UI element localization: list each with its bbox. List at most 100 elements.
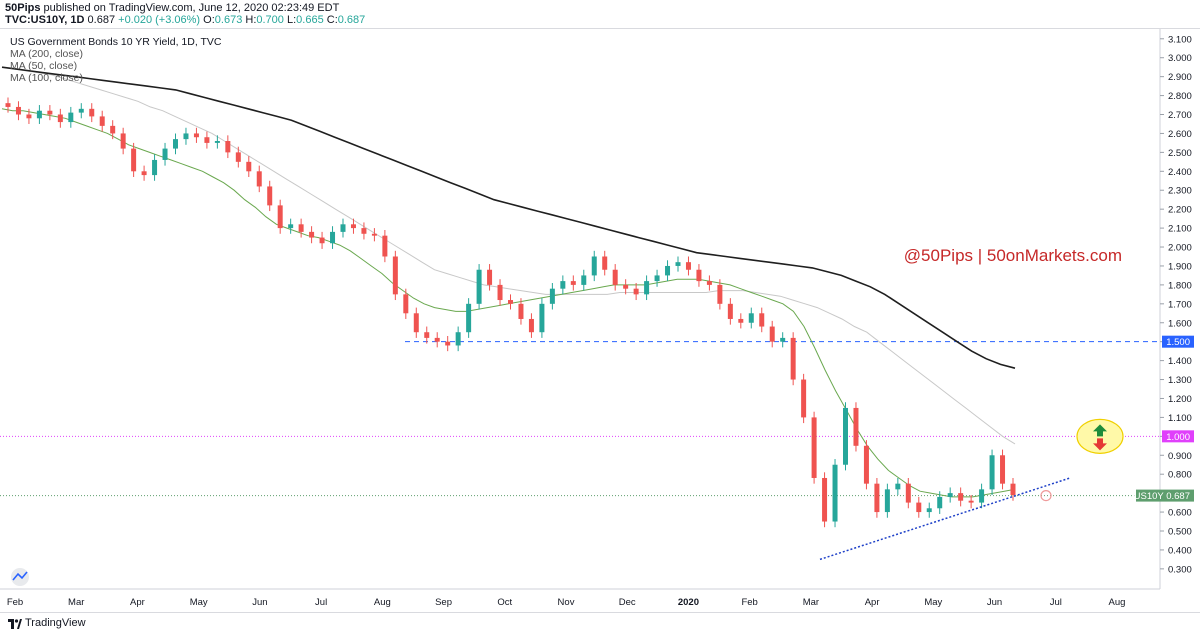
candle-body [319, 237, 325, 244]
chart-frame[interactable]: 3.100 3.000 2.900 2.800 2.700 2.600 2.500 2.400… [0, 28, 1200, 613]
legend-title[interactable]: US Government Bonds 10 YR Yield, 1D, TVC [10, 36, 222, 48]
time-tick-label: Apr [130, 597, 145, 608]
candle-body [235, 152, 241, 162]
support-tag-bg [1162, 335, 1194, 348]
candle-body [5, 103, 11, 107]
candle-body [905, 483, 911, 503]
high-value: 0.700 [256, 14, 284, 26]
price-tick-label: 3.100 [1168, 34, 1192, 45]
candle-body [330, 231, 336, 244]
time-tick-label: Dec [619, 597, 636, 608]
candle-body [926, 508, 932, 513]
low-label: L: [286, 14, 297, 26]
price-chart[interactable]: 3.100 3.000 2.900 2.800 2.700 2.600 2.500 2.400… [0, 29, 1200, 613]
price-tick-label: 3.000 [1168, 53, 1192, 64]
candle-body [612, 269, 618, 285]
candle-body [717, 284, 723, 304]
chart-header: 50Pips published on TradingView.com, Jun… [0, 0, 1200, 28]
price-tick-label: 2.000 [1168, 243, 1192, 254]
price-tick-label: 1.300 [1168, 375, 1192, 386]
candle-body [696, 269, 702, 282]
time-tick-label: Jul [315, 597, 327, 608]
candle-body [152, 159, 158, 176]
price-axis[interactable]: 3.100 3.000 2.900 2.800 2.700 2.600 2.500 2.400… [1159, 29, 1192, 589]
candle-body [528, 318, 534, 333]
support-tag: 1.500 [1166, 337, 1190, 348]
candle-body [623, 284, 629, 289]
candle-body [413, 313, 419, 333]
down-arrow-icon [1093, 438, 1107, 451]
candle-body [811, 417, 817, 478]
price-tick-label: 0.600 [1168, 508, 1192, 519]
time-tick-label: Mar [68, 597, 84, 608]
last-price: 0.687 [87, 14, 116, 26]
candle-body [685, 262, 691, 270]
candle-body [288, 224, 294, 229]
annotations: @50Pips | 50onMarkets.com [11, 246, 1124, 586]
candle-body [403, 294, 409, 314]
footer-brand[interactable]: TradingView [25, 617, 86, 629]
candle-body [884, 489, 890, 513]
price-change: +0.020 (+3.06%) [118, 14, 201, 26]
ma200-line [1, 66, 1016, 369]
candle-body [309, 231, 315, 238]
price-tick-label: 0.400 [1168, 545, 1192, 556]
candle-body [78, 108, 84, 113]
candle-body [769, 326, 775, 342]
candle-body [1010, 483, 1016, 496]
footer: TradingView [0, 612, 1200, 636]
candle-body [246, 161, 252, 172]
candle-body [256, 171, 262, 187]
time-tick-label: Nov [558, 597, 575, 608]
candle-body [581, 275, 587, 285]
candle-body [361, 228, 367, 234]
candle-body [602, 256, 608, 270]
candle-body [633, 288, 639, 295]
legend-ma100[interactable]: MA (100, close) [10, 72, 83, 84]
candle-body [141, 171, 147, 176]
candle-body [549, 288, 555, 304]
candle-body [560, 281, 566, 289]
candle-body [937, 496, 943, 509]
time-axis[interactable]: Feb Mar Apr May Jun Jul Aug Sep Oct Nov Dec 2020 Feb… [0, 588, 1160, 608]
time-tick-label: Jun [252, 597, 267, 608]
replay-icon [1040, 489, 1052, 502]
candle-body [916, 502, 922, 513]
candle-body [476, 269, 482, 304]
candle-body [382, 235, 388, 257]
candle-body [759, 313, 765, 327]
price-tick-label: 0.300 [1168, 564, 1192, 575]
price-tick-label: 2.100 [1168, 224, 1192, 235]
resistance-tag: 1.000 [1166, 432, 1190, 443]
candle-body [371, 233, 377, 236]
time-tick-label: Jun [987, 597, 1002, 608]
horizontal-levels: 1.500 1.000 US10Y 0.687 [0, 335, 1194, 502]
legend-ma200[interactable]: MA (200, close) [10, 48, 83, 60]
price-tick-label: 0.900 [1168, 451, 1192, 462]
candle-body [487, 269, 493, 285]
time-tick-label: 2020 [678, 597, 699, 608]
price-tick-label: 1.400 [1168, 356, 1192, 367]
candle-body [466, 303, 472, 333]
price-tick-label: 1.900 [1168, 261, 1192, 272]
legend-ma50[interactable]: MA (50, close) [10, 60, 78, 72]
low-value: 0.665 [296, 14, 324, 26]
price-tick-label: 1.800 [1168, 280, 1192, 291]
time-tick-label: May [190, 597, 208, 608]
symbol-label: TVC:US10Y, 1D [5, 14, 85, 26]
high-label: H: [245, 14, 257, 26]
time-tick-label: Oct [497, 597, 512, 608]
close-value: 0.687 [337, 14, 366, 26]
candle-body [570, 281, 576, 285]
candle-body [434, 337, 440, 342]
publisher-name[interactable]: 50Pips [5, 2, 41, 14]
last-price-tag: US10Y 0.687 [1134, 491, 1190, 502]
tradingview-logo-icon[interactable] [8, 619, 22, 629]
price-tick-label: 2.300 [1168, 186, 1192, 197]
candle-body [183, 133, 189, 140]
candle-body [424, 332, 430, 338]
candle-body [277, 205, 283, 229]
candle-body [26, 114, 32, 119]
candle-body [706, 281, 712, 285]
time-tick-label: Aug [1109, 597, 1126, 608]
